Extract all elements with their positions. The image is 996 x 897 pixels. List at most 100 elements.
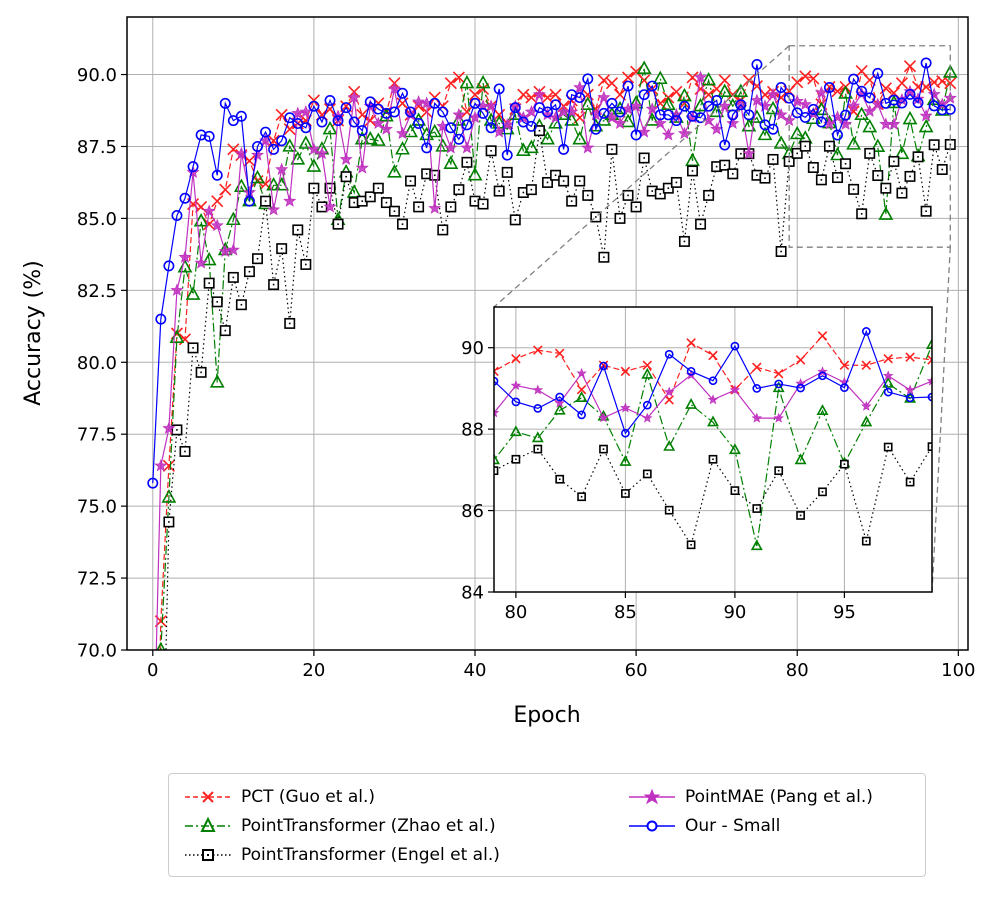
marker-dot <box>240 303 243 306</box>
y-tick-label: 72.5 <box>77 569 117 590</box>
marker-dot <box>160 879 162 881</box>
marker-dot <box>820 179 823 181</box>
pointmae-pang-et-al-point <box>694 70 708 83</box>
pointtransformer-zhao-et-al-point <box>757 126 773 141</box>
pct-guo-et-al-point <box>444 77 457 90</box>
marker-dot <box>184 450 186 453</box>
pct-guo-et-al-point <box>905 352 915 362</box>
pointmae-pang-et-al-point <box>428 201 442 214</box>
pointtransformer-zhao-et-al-point <box>290 151 306 165</box>
marker-dot <box>603 256 605 259</box>
marker-dot <box>933 143 935 146</box>
series-pointtransformer-engel-et-al <box>160 125 956 881</box>
y-tick-label: 75.0 <box>77 497 117 518</box>
x-tick-label: 60 <box>625 660 648 681</box>
pointmae-pang-et-al-point <box>927 87 941 100</box>
pct-guo-et-al-point <box>795 355 806 365</box>
y-tick-label: 84 <box>461 582 484 603</box>
pointtransformer-zhao-et-al-point <box>494 453 500 465</box>
legend-label: PointMAE (Pang et al.) <box>685 787 873 807</box>
pointtransformer-zhao-et-al-point <box>185 286 201 300</box>
legend-item-pointtransformer-engel: PointTransformer (Engel et al.) <box>183 842 500 868</box>
pct-guo-et-al-point <box>517 88 530 101</box>
our-small-point <box>525 120 537 132</box>
pct-guo-et-al-point <box>773 369 784 379</box>
series-line-pointtransformer-zhao-et-al <box>494 344 932 547</box>
our-small-point <box>730 341 740 351</box>
pointmae-pang-et-al-point <box>275 162 289 176</box>
marker-dot <box>675 181 678 184</box>
pointmae-pang-et-al-point <box>742 146 756 160</box>
pointmae-pang-et-al-point <box>565 105 579 118</box>
our-small-point <box>260 126 272 138</box>
pointtransformer-zhao-et-al-point <box>177 259 193 273</box>
our-small-point <box>815 116 827 128</box>
legend-marker-circle-icon <box>629 820 675 832</box>
pointtransformer-zhao-et-al-point <box>677 87 692 102</box>
pointmae-pang-et-al-point <box>154 458 168 472</box>
pointtransformer-zhao-et-al-point <box>306 158 322 172</box>
our-small-point <box>621 428 630 438</box>
our-small-point <box>840 383 849 392</box>
marker-dot <box>176 429 178 431</box>
pct-guo-et-al-point <box>576 384 587 395</box>
our-small-point <box>477 107 489 119</box>
pointmae-pang-et-al-point <box>621 102 635 115</box>
pointtransformer-zhao-et-al-point <box>201 251 217 266</box>
marker-dot <box>578 180 581 182</box>
marker-dot <box>707 194 710 197</box>
pct-guo-et-al-point <box>817 331 828 341</box>
pointmae-pang-et-al-point <box>729 384 741 395</box>
marker-dot <box>909 481 911 483</box>
pointtransformer-zhao-et-al-point <box>926 338 932 350</box>
series-line-pointmae-pang-et-al <box>494 371 932 419</box>
marker-dot <box>474 200 476 202</box>
pointmae-pang-et-al-point <box>147 788 158 798</box>
our-small-point <box>646 80 658 92</box>
pointmae-pang-et-al-point <box>758 99 772 112</box>
pointtransformer-zhao-et-al-point <box>250 169 265 184</box>
pointtransformer-zhao-et-al-point <box>459 74 475 89</box>
pointtransformer-zhao-et-al-point <box>427 123 443 138</box>
our-small-point <box>708 376 718 386</box>
our-small-point <box>823 82 835 93</box>
pointtransformer-zhao-et-al-point <box>878 206 894 220</box>
pointmae-pang-et-al-point <box>170 283 184 296</box>
our-small-point <box>388 106 400 118</box>
marker-dot <box>570 200 573 202</box>
pointtransformer-zhao-et-al-point <box>509 425 522 437</box>
pct-guo-et-al-point <box>533 345 543 355</box>
legend: PCT (Guo et al.) PointTransformer (Zhao … <box>168 773 926 877</box>
our-small-point <box>759 119 771 131</box>
marker-dot <box>296 229 299 231</box>
pointmae-pang-et-al-point <box>532 384 544 395</box>
our-small-point <box>896 97 908 109</box>
pointtransformer-zhao-et-al-point <box>467 166 483 181</box>
our-small-point <box>243 195 255 207</box>
pct-guo-et-al-point <box>211 195 224 208</box>
our-small-point <box>905 393 915 403</box>
pointmae-pang-et-al-point <box>661 128 675 141</box>
our-small-point <box>864 92 876 104</box>
our-small-point <box>308 100 320 112</box>
marker-dot <box>925 210 927 213</box>
marker-dot <box>796 152 799 155</box>
legend-label: PCT (Guo et al.) <box>241 787 375 807</box>
pct-guo-et-al-point <box>742 74 755 87</box>
pct-guo-et-al-point <box>708 350 718 361</box>
our-small-point <box>582 73 594 85</box>
marker-dot <box>844 162 847 165</box>
marker-dot <box>893 160 895 163</box>
our-small-point <box>533 102 545 114</box>
our-small-point <box>252 141 263 152</box>
our-small-point <box>429 97 441 109</box>
our-small-point <box>517 116 529 128</box>
pct-guo-et-al-point <box>670 85 683 98</box>
pointtransformer-zhao-et-al-point <box>619 455 632 466</box>
pointtransformer-zhao-et-al-point <box>322 120 338 135</box>
pointmae-pang-et-al-point <box>460 141 474 154</box>
pointmae-pang-et-al-point <box>395 126 410 140</box>
pct-guo-et-al-point <box>861 360 872 370</box>
pct-guo-et-al-point <box>597 74 610 87</box>
marker-dot <box>546 181 549 184</box>
